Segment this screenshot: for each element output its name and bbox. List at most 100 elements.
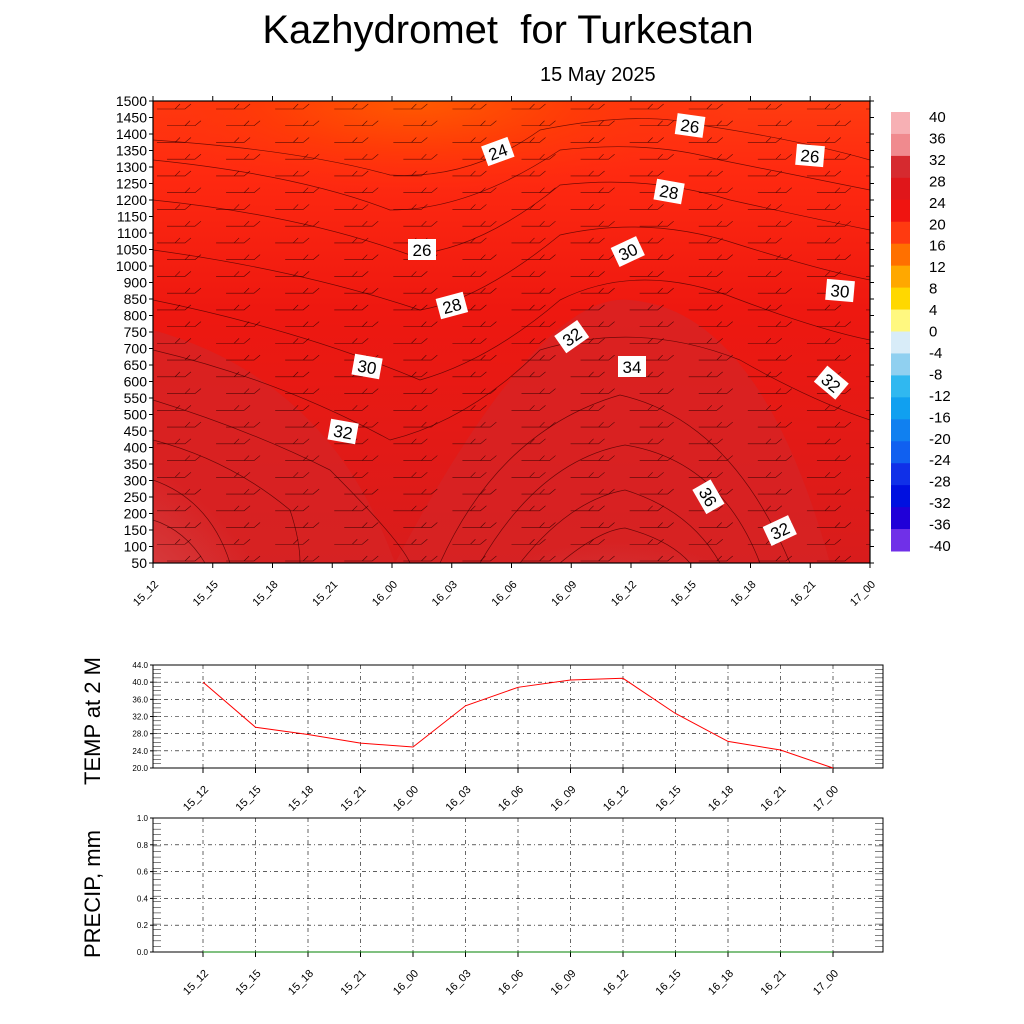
wind-barb <box>757 153 793 160</box>
wind-barb <box>285 488 320 495</box>
wind-barb <box>157 137 192 143</box>
contour-label-bg <box>674 113 706 138</box>
wind-barb <box>462 187 497 194</box>
wind-barb <box>344 220 379 227</box>
wind-barb <box>816 220 852 227</box>
wind-barb <box>521 388 556 394</box>
wind-barb <box>157 304 192 311</box>
wind-barb <box>698 187 733 194</box>
colorbar-label: 36 <box>929 130 946 147</box>
y-tick-label: 200 <box>124 506 148 522</box>
wind-barb <box>629 438 664 445</box>
wind-barb <box>876 556 910 561</box>
wind-barb <box>757 187 793 194</box>
colorbar-label: 40 <box>929 109 946 126</box>
wind-barb <box>511 438 546 445</box>
contour-label-text: 30 <box>356 356 378 378</box>
colorbar-swatch <box>891 441 910 464</box>
wind-barb <box>167 488 202 495</box>
wind-barb <box>275 103 310 110</box>
wind-barb <box>806 103 842 110</box>
colorbar-label: 20 <box>929 216 946 233</box>
wind-barb <box>403 555 438 562</box>
wind-barb <box>216 271 251 277</box>
wind-barb <box>157 539 192 545</box>
wind-barb <box>167 220 202 227</box>
wind-barb <box>521 555 556 562</box>
wind-barb <box>452 438 487 445</box>
wind-barb <box>688 472 723 478</box>
temp-2m-panel: TEMP at 2 M 44.0 40.0 36.0 32.0 28.0 24.0 20.0… <box>80 657 884 814</box>
y-tick-label: 1450 <box>116 110 147 126</box>
wind-barb <box>344 455 379 461</box>
wind-barb <box>275 438 310 445</box>
y-tick-label: 750 <box>124 324 148 340</box>
wind-barb <box>403 455 438 461</box>
panel-x-tick-label: 16_06 <box>496 784 526 814</box>
wind-barb <box>639 254 674 260</box>
x-tick-label: 16_18 <box>729 579 759 609</box>
wind-barb <box>511 371 546 378</box>
wind-barb <box>226 153 261 160</box>
wind-barb <box>167 321 202 327</box>
wind-barb <box>462 120 497 127</box>
wind-barb <box>275 204 310 210</box>
wind-barb <box>393 271 428 277</box>
wind-barb <box>570 438 605 445</box>
wind-barb <box>639 388 674 394</box>
wind-barb <box>393 405 428 411</box>
wind-barb <box>580 522 615 528</box>
y-tick-label: 1300 <box>116 159 147 175</box>
wind-barb <box>521 287 556 294</box>
wind-barb <box>167 287 202 294</box>
y-tick-label: 1250 <box>116 176 147 192</box>
wind-barb <box>393 338 428 344</box>
contour-label-bg <box>762 515 797 546</box>
wind-barb <box>344 287 379 294</box>
wind-barb <box>393 204 428 210</box>
wind-barb <box>580 555 615 562</box>
wind-barb <box>806 271 842 277</box>
wind-barb <box>570 137 605 143</box>
wind-barb <box>816 254 852 260</box>
wind-barb <box>521 321 556 327</box>
colorbar-label: -36 <box>929 517 951 534</box>
wind-barb <box>580 120 615 127</box>
wind-barb <box>167 120 202 127</box>
wind-barb <box>639 555 674 562</box>
wind-barb <box>757 421 793 428</box>
wind-barb <box>629 271 664 277</box>
wind-barb <box>216 103 251 110</box>
wind-barb <box>816 153 852 160</box>
wind-barb <box>216 405 251 411</box>
wind-barb <box>698 153 733 160</box>
wind-barb <box>157 237 192 244</box>
wind-barb <box>698 421 733 428</box>
x-tick-label: 16_06 <box>490 579 520 609</box>
wind-barb <box>226 522 261 528</box>
wind-barb <box>747 304 783 311</box>
wind-barb <box>747 438 783 445</box>
wind-barb <box>157 438 192 445</box>
wind-barb <box>157 170 192 177</box>
wind-barb <box>511 170 546 177</box>
wind-barb <box>285 321 320 327</box>
wind-barb <box>226 220 261 227</box>
colorbar-swatch <box>891 309 910 332</box>
contour-label-bg <box>610 236 645 267</box>
wind-barb <box>806 338 842 344</box>
wind-barb <box>275 371 310 378</box>
wind-barb <box>806 539 842 545</box>
contour-label: 30 <box>825 278 855 303</box>
wind-barb <box>511 271 546 277</box>
colorbar-swatch <box>891 199 910 223</box>
panel-y-tick-label: 0.8 <box>137 841 149 850</box>
wind-barb <box>698 220 733 227</box>
panel-y-tick-label: 44.0 <box>132 661 148 670</box>
wind-barb <box>167 254 202 260</box>
temp-ylabel: TEMP at 2 M <box>80 657 105 785</box>
colorbar-label: -32 <box>929 495 951 512</box>
wind-barb <box>275 539 310 545</box>
wind-barb <box>698 321 733 327</box>
